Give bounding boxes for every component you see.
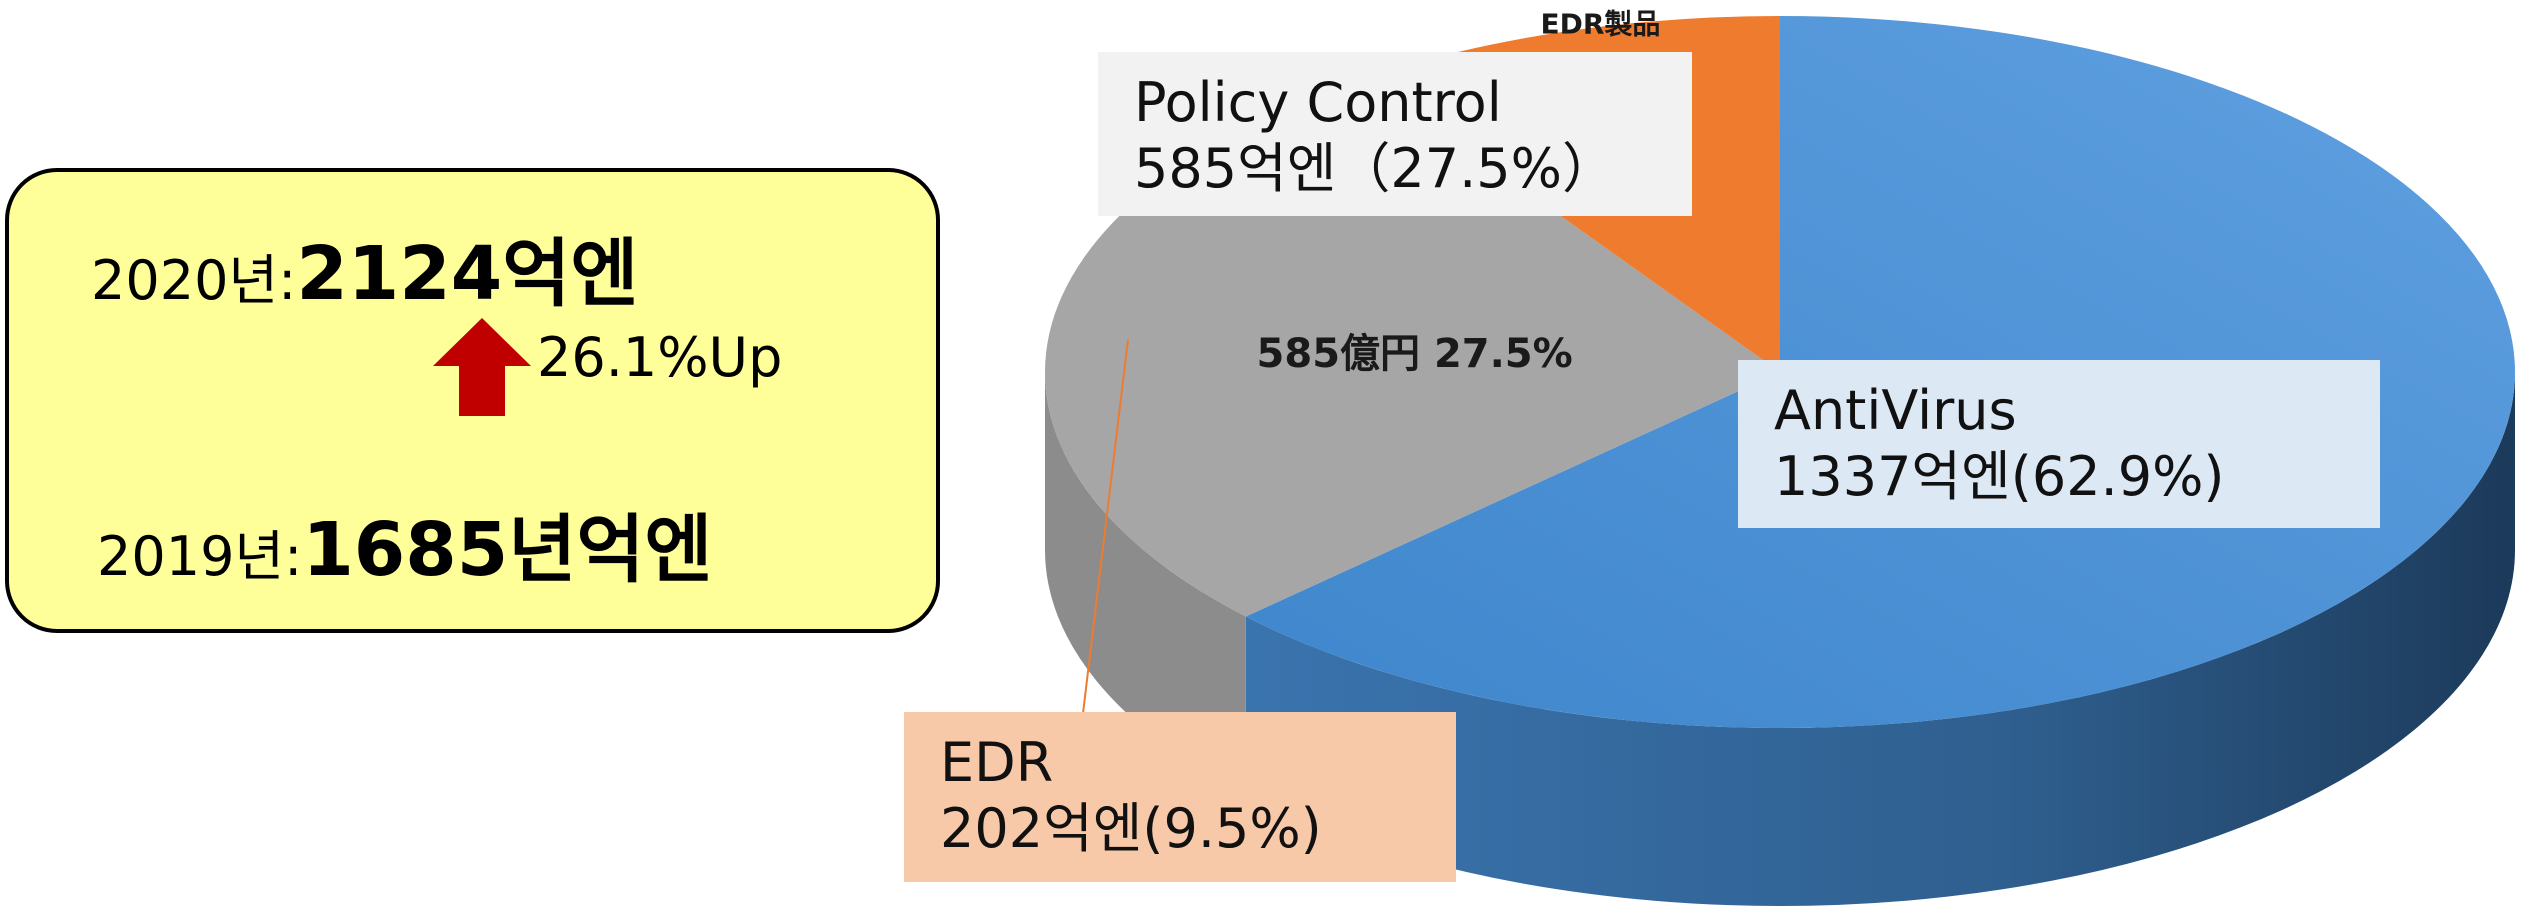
callout-antivirus-name: AntiVirus xyxy=(1774,379,2017,442)
pie-label-policy-control: 585億円 27.5% xyxy=(1257,331,1573,377)
summary-2020-value: 2124억엔 xyxy=(296,231,639,317)
pie-side-antivirus xyxy=(1245,372,2515,906)
callout-policy-control: Policy Control 585억엔（27.5%） xyxy=(1098,52,1692,216)
callout-edr-value: 202억엔(9.5%) xyxy=(940,797,1322,860)
up-arrow-icon xyxy=(433,318,531,416)
callout-antivirus: AntiVirus 1337억엔(62.9%) xyxy=(1738,360,2380,528)
callout-policy-control-value: 585억엔（27.5%） xyxy=(1134,137,1616,200)
callout-policy-control-name: Policy Control xyxy=(1134,71,1502,134)
growth-indicator: 26.1%Up xyxy=(427,312,787,422)
summary-2019-value: 1685년억엔 xyxy=(302,507,713,593)
callout-antivirus-value: 1337억엔(62.9%) xyxy=(1774,445,2225,508)
growth-label: 26.1%Up xyxy=(537,326,783,389)
summary-2020: 2020년:2124억엔 xyxy=(91,214,638,321)
pie-label-line: 585億円 27.5% xyxy=(1257,331,1573,377)
summary-2019: 2019년:1685년억엔 xyxy=(97,490,713,597)
market-summary-box: 2020년:2124억엔 26.1%Up 2019년:1685년억엔 xyxy=(5,168,940,633)
pie-side-policy-control xyxy=(1045,372,1246,795)
summary-2020-label: 2020년: xyxy=(91,249,297,312)
callout-edr: EDR 202억엔(9.5%) xyxy=(904,712,1456,882)
edr-leader-line xyxy=(1079,339,1129,739)
summary-2019-label: 2019년: xyxy=(97,525,303,588)
callout-edr-name: EDR xyxy=(940,731,1054,794)
pie-side-layer xyxy=(1045,372,2515,906)
pie-label-line: EDR製品 xyxy=(1540,7,1660,40)
